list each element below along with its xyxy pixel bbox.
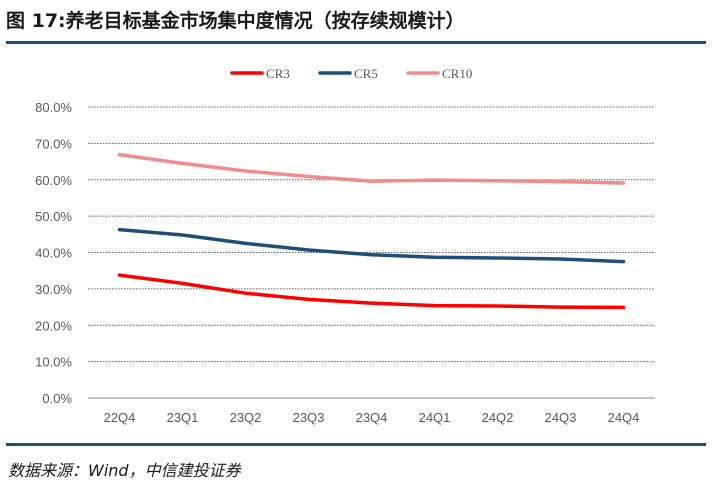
source-rule [6,443,706,446]
y-tick-label: 70.0% [35,136,72,151]
legend-label: CR3 [266,66,290,81]
source-note: 数据来源：Wind，中信建投证券 [8,461,241,480]
series-line-cr5 [117,227,626,264]
y-tick-label: 60.0% [35,173,72,188]
x-tick-label: 23Q3 [293,410,325,425]
series-line-cr10 [117,152,626,185]
legend-item-cr5: CR5 [318,66,378,81]
y-tick-label: 80.0% [35,100,72,115]
x-tick-label: 24Q3 [545,410,577,425]
x-tick-label: 24Q4 [608,410,640,425]
x-tick-label: 23Q4 [356,410,388,425]
y-tick-label: 30.0% [35,282,72,297]
legend-item-cr10: CR10 [406,66,472,81]
legend-label: CR10 [442,66,472,81]
x-tick-label: 24Q2 [482,410,514,425]
y-tick-label: 0.0% [42,391,72,406]
y-tick-label: 40.0% [35,246,72,261]
x-tick-label: 24Q1 [419,410,451,425]
legend-item-cr3: CR3 [230,66,290,81]
x-tick-label: 22Q4 [104,410,136,425]
y-tick-label: 10.0% [35,355,72,370]
x-tick-label: 23Q1 [167,410,199,425]
title-rule [6,41,706,44]
series-line-cr3 [117,273,626,310]
figure-title: 图 17:养老目标基金市场集中度情况（按存续规模计） [6,10,465,32]
x-tick-label: 23Q2 [230,410,262,425]
y-tick-label: 20.0% [35,318,72,333]
y-tick-label: 50.0% [35,209,72,224]
legend-label: CR5 [354,66,378,81]
